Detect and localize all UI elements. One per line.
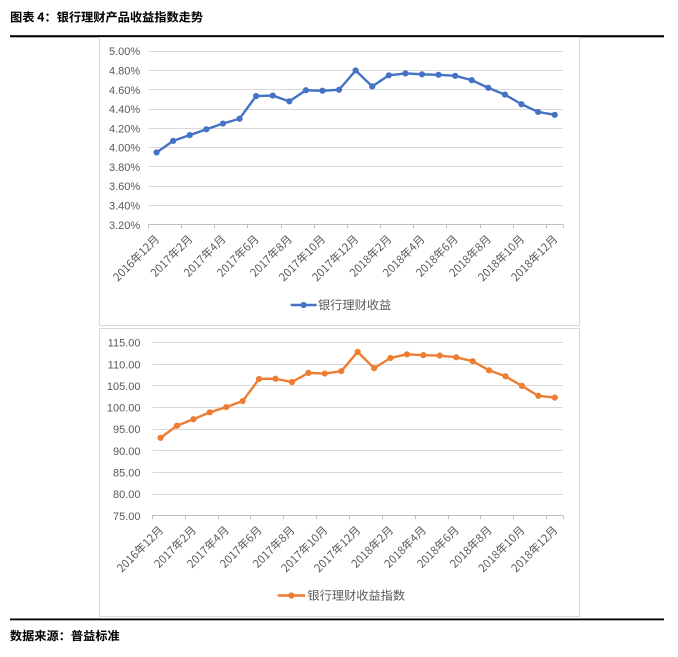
svg-text:4.20%: 4.20% xyxy=(109,123,140,135)
svg-text:3.80%: 3.80% xyxy=(109,162,140,174)
svg-text:4.60%: 4.60% xyxy=(109,85,140,97)
svg-text:85.00: 85.00 xyxy=(113,468,141,480)
svg-text:100.00: 100.00 xyxy=(107,403,141,415)
svg-text:110.00: 110.00 xyxy=(108,359,141,371)
svg-text:95.00: 95.00 xyxy=(113,424,141,436)
svg-text:4.80%: 4.80% xyxy=(109,65,140,77)
svg-text:4.00%: 4.00% xyxy=(109,143,140,155)
svg-text:115.00: 115.00 xyxy=(108,338,141,350)
svg-text:5.00%: 5.00% xyxy=(109,46,140,58)
svg-text:3.20%: 3.20% xyxy=(109,220,140,232)
svg-text:4.40%: 4.40% xyxy=(109,104,140,116)
svg-text:3.40%: 3.40% xyxy=(109,201,140,213)
svg-text:75.00: 75.00 xyxy=(113,511,141,523)
svg-text:90.00: 90.00 xyxy=(113,446,141,458)
svg-text:105.00: 105.00 xyxy=(107,381,141,393)
svg-text:3.60%: 3.60% xyxy=(109,181,140,193)
svg-text:80.00: 80.00 xyxy=(113,489,141,501)
